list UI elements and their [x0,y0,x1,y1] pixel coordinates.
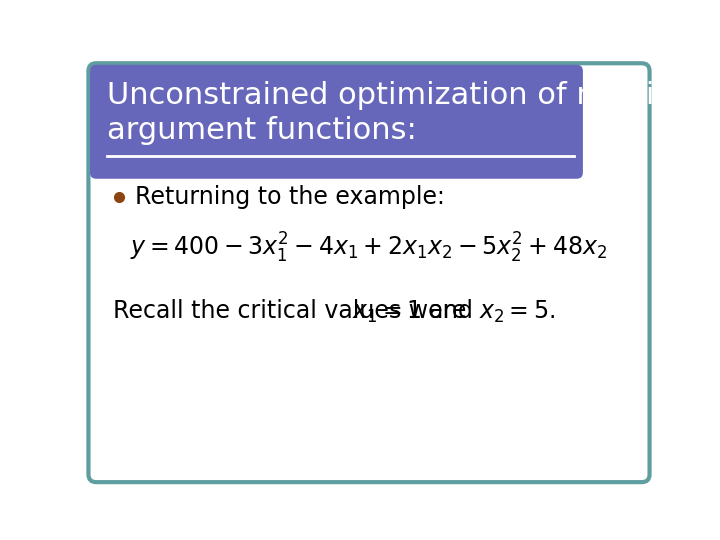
Text: $y = 400 - 3x_1^2 - 4x_1 + 2x_1 x_2 - 5x_2^2 + 48x_2$: $y = 400 - 3x_1^2 - 4x_1 + 2x_1 x_2 - 5x… [130,231,608,265]
Text: $x_1 = 1\;\mathrm{and}\;x_2 = 5.$: $x_1 = 1\;\mathrm{and}\;x_2 = 5.$ [352,298,555,325]
Text: Returning to the example:: Returning to the example: [135,185,445,209]
Text: Unconstrained optimization of multiple: Unconstrained optimization of multiple [107,81,701,110]
FancyBboxPatch shape [89,63,649,482]
Text: Recall the critical values were: Recall the critical values were [113,299,482,323]
FancyBboxPatch shape [90,65,583,179]
Text: argument functions:: argument functions: [107,116,417,145]
